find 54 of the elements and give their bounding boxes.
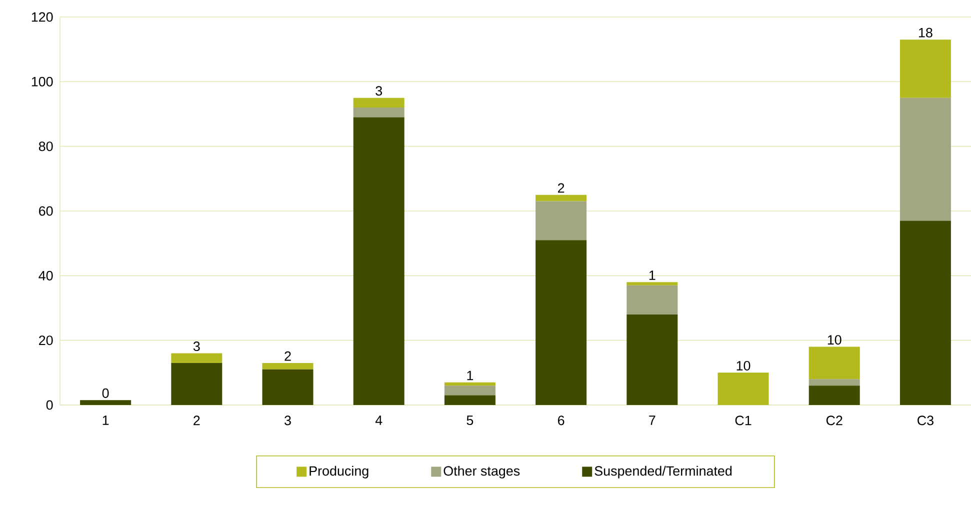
data-label: 2 (284, 351, 291, 361)
bar (808, 379, 860, 386)
y-tick-label: 0 (46, 400, 53, 410)
y-tick-label: 80 (38, 142, 53, 152)
bar (444, 395, 496, 405)
bar (444, 386, 496, 396)
y-tick-label: 60 (39, 206, 53, 216)
bar (353, 117, 404, 405)
x-tick-label: 1 (102, 416, 109, 425)
data-label: 1 (467, 370, 474, 380)
data-label: 3 (376, 86, 382, 96)
bar (262, 369, 314, 405)
x-tick-label: 5 (466, 416, 474, 426)
bar (262, 362, 314, 370)
x-tick-label: C1 (735, 416, 752, 426)
bar (171, 362, 222, 405)
bar (626, 285, 678, 314)
data-label: 1 (649, 270, 656, 280)
bar (626, 282, 678, 286)
bar (80, 400, 132, 405)
bar (900, 40, 951, 98)
data-label: 2 (558, 183, 564, 193)
y-tick-label: 20 (39, 336, 53, 346)
data-label: 3 (193, 342, 200, 352)
x-tick-label: 2 (194, 416, 200, 426)
y-tick-label: 100 (32, 76, 53, 86)
legend-label: Producing (310, 466, 368, 478)
legend-label: Suspended/Terminated (594, 466, 732, 478)
bar (718, 372, 769, 405)
y-tick-label: 40 (38, 270, 53, 280)
bar (808, 346, 860, 380)
bar (444, 382, 496, 386)
x-tick-label: 6 (558, 416, 564, 426)
bar (900, 220, 951, 405)
x-tick-label: 3 (284, 416, 291, 426)
data-label: 10 (736, 360, 750, 370)
bar (900, 98, 951, 221)
bar (536, 201, 587, 240)
y-tick-label: 120 (32, 12, 53, 22)
bar (808, 386, 860, 405)
legend-label: Other stages (444, 466, 520, 478)
bar (171, 353, 222, 363)
bar (626, 314, 678, 405)
bar (536, 194, 587, 202)
x-tick-label: C2 (826, 416, 842, 426)
x-tick-label: 4 (375, 416, 382, 425)
x-tick-label: 7 (649, 416, 656, 425)
bar (353, 108, 404, 118)
x-tick-label: C3 (918, 416, 934, 426)
bar (353, 98, 404, 108)
data-label: 18 (919, 28, 932, 38)
data-label: 0 (102, 388, 109, 398)
data-label: 10 (828, 335, 842, 345)
bar (536, 240, 587, 405)
